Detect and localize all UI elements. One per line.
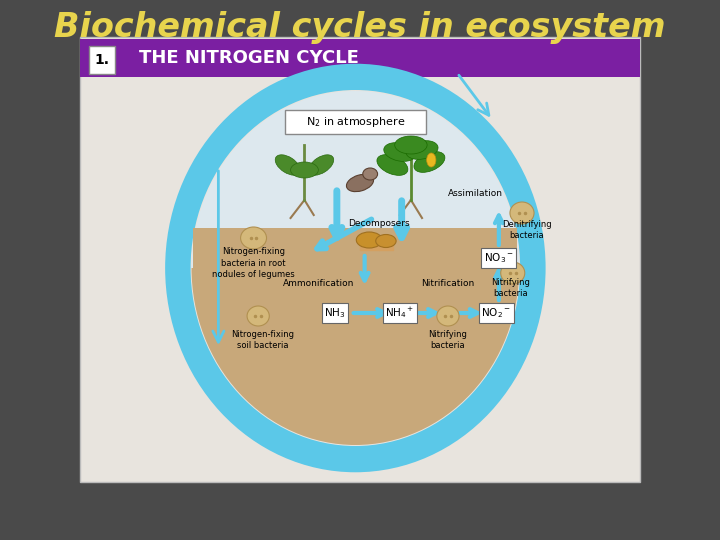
Text: Nitrogen-fixing
bacteria in root
nodules of legumes: Nitrogen-fixing bacteria in root nodules… [212,247,295,279]
Ellipse shape [363,168,377,180]
Ellipse shape [510,202,534,224]
Ellipse shape [376,234,396,247]
Text: Nitrifying
bacteria: Nitrifying bacteria [428,330,467,350]
Text: Biochemical cycles in ecosystem: Biochemical cycles in ecosystem [54,11,666,44]
Ellipse shape [291,162,318,178]
Ellipse shape [395,136,427,154]
Text: NO$_3$$^-$: NO$_3$$^-$ [484,251,514,265]
Text: Nitrifying
bacteria: Nitrifying bacteria [492,278,531,298]
Text: Ammonification: Ammonification [283,279,354,287]
Ellipse shape [346,174,374,192]
Text: Nitrogen-fixing
soil bacteria: Nitrogen-fixing soil bacteria [231,330,294,350]
Text: Assimilation: Assimilation [449,188,503,198]
Ellipse shape [414,152,445,172]
Ellipse shape [384,143,416,161]
Text: NH$_3$: NH$_3$ [324,306,346,320]
Polygon shape [194,228,518,268]
Ellipse shape [437,306,459,326]
Text: NO$_2$$^-$: NO$_2$$^-$ [481,306,511,320]
Text: NH$_4$$^+$: NH$_4$$^+$ [385,306,414,320]
Text: Decomposers: Decomposers [348,219,410,227]
Ellipse shape [406,140,438,159]
FancyBboxPatch shape [285,110,426,134]
Ellipse shape [240,227,266,249]
Text: Denitrifying
bacteria: Denitrifying bacteria [502,220,552,240]
Wedge shape [192,91,519,268]
Ellipse shape [500,262,525,284]
Text: N$_2$ in atmosphere: N$_2$ in atmosphere [306,115,405,129]
Text: Nitrification: Nitrification [421,279,474,287]
FancyBboxPatch shape [89,46,114,74]
Ellipse shape [356,232,382,248]
Ellipse shape [247,306,269,326]
Ellipse shape [309,155,333,175]
Circle shape [191,90,520,446]
Ellipse shape [275,155,300,175]
Text: 1.: 1. [94,53,109,67]
FancyBboxPatch shape [81,37,641,482]
FancyBboxPatch shape [81,39,641,77]
Ellipse shape [377,154,408,176]
Wedge shape [192,268,519,445]
Text: THE NITROGEN CYCLE: THE NITROGEN CYCLE [139,49,359,67]
Ellipse shape [427,153,436,167]
